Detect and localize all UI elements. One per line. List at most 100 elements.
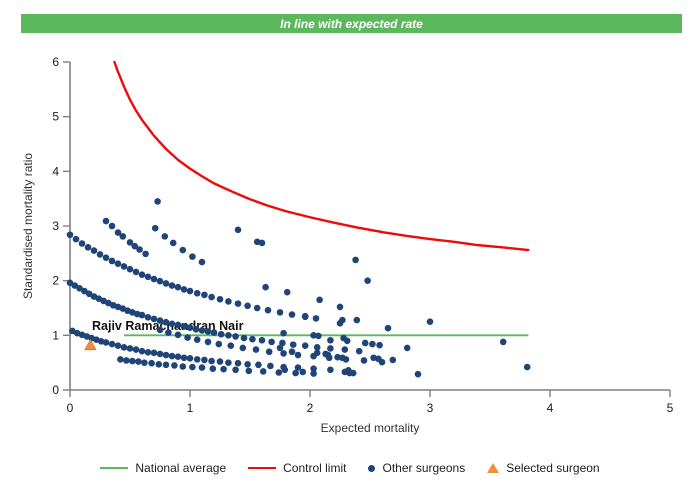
surgeon-point — [71, 282, 79, 289]
y-axis-title: Standardised mortality ratio — [21, 153, 35, 299]
surgeon-point — [355, 347, 363, 355]
surgeon-point — [204, 328, 212, 335]
surgeon-point — [234, 359, 242, 367]
surgeon-point — [225, 332, 232, 339]
surgeon-point — [119, 233, 127, 240]
legend-label: Selected surgeon — [506, 461, 600, 475]
surgeon-point — [186, 354, 194, 362]
surgeon-point — [280, 350, 287, 357]
legend-item-selected-surgeon: Selected surgeon — [487, 461, 600, 475]
surgeon-point — [156, 350, 164, 358]
surgeon-point — [156, 317, 164, 324]
surgeon-point — [216, 358, 224, 365]
surgeon-point — [324, 351, 332, 359]
surgeon-point — [279, 339, 286, 347]
surgeon-point — [126, 239, 134, 246]
surgeon-point — [138, 271, 146, 278]
surgeon-point — [252, 346, 260, 353]
y-tick-label: 4 — [52, 164, 59, 178]
surgeon-point — [499, 338, 507, 346]
surgeon-point — [198, 327, 206, 334]
surgeon-point — [240, 334, 248, 342]
surgeon-point — [232, 366, 239, 374]
surgeon-point — [288, 348, 296, 356]
legend-label: National average — [135, 461, 227, 475]
surgeon-point — [165, 329, 172, 336]
surgeon-point — [289, 341, 297, 348]
surgeon-point — [180, 354, 188, 362]
surgeon-point — [138, 311, 146, 319]
surgeon-point — [144, 313, 152, 321]
surgeon-point — [84, 244, 92, 251]
control-limit-line-icon — [248, 467, 277, 469]
surgeon-point — [523, 363, 531, 371]
surgeon-point — [234, 226, 242, 234]
surgeon-point — [301, 312, 309, 320]
surgeon-point — [193, 356, 201, 363]
surgeon-point — [169, 239, 177, 247]
surgeon-point — [81, 287, 88, 295]
surgeon-point — [281, 366, 289, 374]
control-limit-curve — [113, 60, 530, 252]
y-tick-label: 2 — [52, 274, 59, 288]
surgeon-point — [244, 302, 251, 310]
legend-item-control-limit: Control limit — [248, 461, 346, 475]
y-tick-label: 1 — [52, 328, 59, 342]
funnel-plot-chart: 0 1 2 3 4 5 6 0 1 2 3 4 5 Expected mortality Standardi… — [21, 55, 674, 435]
surgeon-point — [150, 349, 158, 357]
x-axis-title: Expected mortality — [321, 421, 420, 435]
surgeon-point — [154, 198, 161, 205]
surgeon-point — [292, 369, 299, 377]
surgeon-point — [192, 326, 200, 333]
surgeon-point — [189, 363, 196, 371]
surgeon-point — [114, 229, 122, 236]
surgeon-point — [210, 329, 218, 336]
x-tick-label: 3 — [427, 401, 434, 415]
surgeon-point — [249, 335, 256, 343]
surgeon-point — [339, 354, 346, 362]
surgeon-point — [294, 351, 302, 359]
surgeon-point — [253, 304, 261, 312]
surgeon-point — [66, 231, 74, 239]
surgeon-point — [217, 330, 225, 338]
surgeon-point — [234, 300, 242, 307]
surgeon-point — [327, 345, 334, 352]
surgeon-point — [264, 306, 272, 314]
surgeon-point — [310, 332, 317, 339]
y-tick-label: 5 — [52, 110, 59, 124]
surgeon-point — [225, 359, 232, 366]
status-banner-text: In line with expected rate — [280, 16, 423, 31]
surgeon-point — [156, 277, 164, 285]
surgeon-point — [208, 357, 215, 365]
surgeon-point — [193, 289, 201, 297]
chart-legend: National average Control limit Other sur… — [0, 456, 700, 480]
surgeon-point — [193, 336, 201, 344]
surgeon-point — [327, 336, 334, 344]
surgeon-point — [131, 242, 139, 250]
surgeon-dot-icon — [368, 464, 376, 472]
status-banner: In line with expected rate — [21, 14, 682, 33]
surgeon-point — [313, 349, 321, 357]
surgeon-point — [96, 251, 104, 258]
x-tick-label: 0 — [67, 401, 74, 415]
legend-label: Other surgeons — [382, 461, 466, 475]
surgeon-point — [162, 351, 170, 359]
surgeon-point — [138, 347, 146, 355]
surgeon-point — [144, 273, 152, 281]
surgeon-point — [66, 279, 74, 287]
surgeon-point — [90, 247, 98, 254]
surgeon-point — [414, 370, 422, 378]
surgeon-point — [161, 233, 169, 240]
surgeon-point — [168, 320, 176, 328]
surgeon-point — [204, 338, 212, 346]
y-tick-label: 3 — [52, 219, 59, 233]
surgeon-point — [135, 358, 142, 365]
surgeon-point — [255, 361, 262, 369]
legend-item-other-surgeons: Other surgeons — [368, 461, 465, 475]
surgeon-point — [132, 268, 140, 276]
surgeon-point — [209, 365, 217, 372]
surgeon-point — [117, 356, 124, 363]
surgeon-point — [144, 348, 152, 356]
x-tick-label: 5 — [667, 401, 674, 415]
